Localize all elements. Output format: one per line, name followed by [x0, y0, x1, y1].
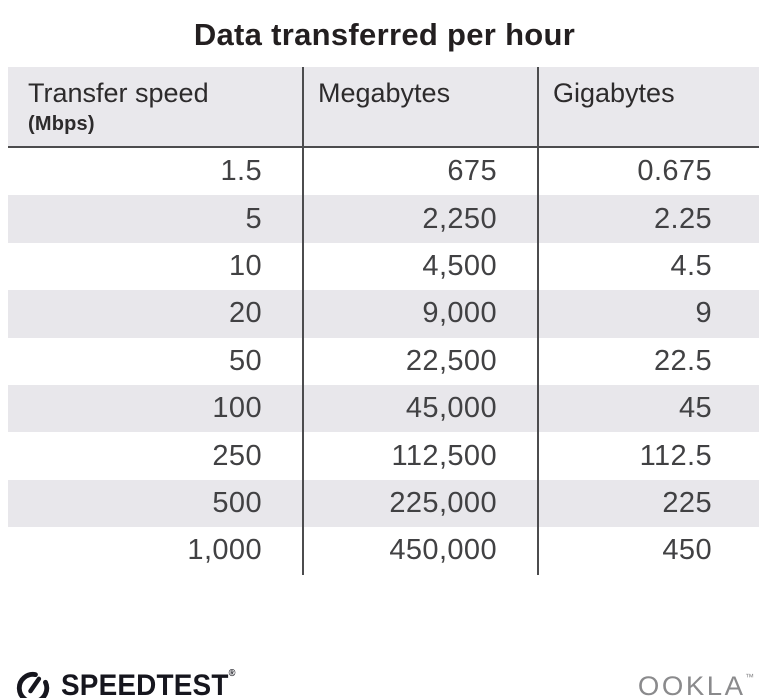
table-row: 50 22,500 22.5 [8, 337, 759, 385]
cell-megabytes: 45,000 [302, 385, 537, 433]
cell-megabytes: 22,500 [302, 337, 537, 385]
cell-megabytes: 9,000 [302, 290, 537, 338]
cell-speed: 10 [228, 250, 262, 283]
header-megabytes: Megabytes [302, 67, 537, 147]
footer: SPEEDTEST® OOKLA ™ [0, 667, 769, 698]
speedtest-logo: SPEEDTEST® [14, 667, 249, 698]
speedtest-label: SPEEDTEST [61, 669, 229, 698]
cell-megabytes: 225,000 [302, 479, 537, 528]
cell-gigabytes: 112.5 [537, 432, 759, 480]
table-body: 1.5 675 0.675 5 2,250 2.25 10 4,500 4.5 … [8, 148, 759, 575]
cell-gigabytes: 0.675 [537, 148, 759, 196]
table-row: 1,000 450,000 450 [8, 527, 759, 575]
cell-megabytes: 4,500 [302, 242, 537, 291]
cell-gigabytes: 225 [537, 479, 759, 528]
table-row: 10 4,500 4.5 [8, 242, 759, 291]
speedtest-gauge-icon [14, 667, 52, 698]
page-title: Data transferred per hour [193, 17, 576, 52]
table-row: 1.5 675 0.675 [8, 148, 759, 196]
cell-speed: 100 [212, 392, 262, 425]
cell-gigabytes: 9 [537, 290, 759, 338]
cell-gigabytes: 4.5 [537, 242, 759, 291]
cell-gigabytes: 450 [537, 527, 759, 575]
table-row: 500 225,000 225 [8, 479, 759, 528]
header-gigabytes: Gigabytes [537, 67, 759, 147]
cell-gigabytes: 45 [537, 385, 759, 433]
speedtest-wordmark: SPEEDTEST® [61, 668, 236, 698]
cell-speed: 20 [228, 297, 262, 330]
cell-speed: 50 [228, 344, 262, 377]
table-header-row: Transfer speed (Mbps) Megabytes Gigabyte… [8, 67, 759, 149]
cell-megabytes: 450,000 [302, 527, 537, 575]
cell-speed: 1.5 [220, 155, 262, 188]
ookla-wordmark: OOKLA [638, 670, 746, 698]
cell-megabytes: 112,500 [302, 432, 537, 480]
cell-speed: 5 [245, 202, 262, 235]
cell-megabytes: 2,250 [302, 195, 537, 243]
table-row: 5 2,250 2.25 [8, 195, 759, 243]
infographic-page: Data transferred per hour Transfer speed… [0, 17, 769, 698]
data-table: Transfer speed (Mbps) Megabytes Gigabyte… [8, 67, 759, 575]
speedtest-trademark: ® [228, 668, 236, 679]
header-transfer-speed: Transfer speed (Mbps) [8, 67, 302, 146]
cell-speed: 1,000 [187, 534, 262, 567]
cell-megabytes: 675 [302, 148, 537, 196]
cell-gigabytes: 22.5 [537, 337, 759, 385]
cell-speed: 500 [212, 486, 262, 519]
ookla-trademark: ™ [745, 671, 754, 682]
cell-speed: 250 [212, 439, 262, 472]
table-row: 100 45,000 45 [8, 385, 759, 433]
ookla-logo: OOKLA ™ [638, 670, 755, 698]
cell-gigabytes: 2.25 [537, 195, 759, 243]
table-row: 20 9,000 9 [8, 290, 759, 338]
header-mbps-unit: (Mbps) [28, 113, 95, 136]
table-row: 250 112,500 112.5 [8, 432, 759, 480]
header-transfer-speed-label: Transfer speed [28, 78, 209, 108]
